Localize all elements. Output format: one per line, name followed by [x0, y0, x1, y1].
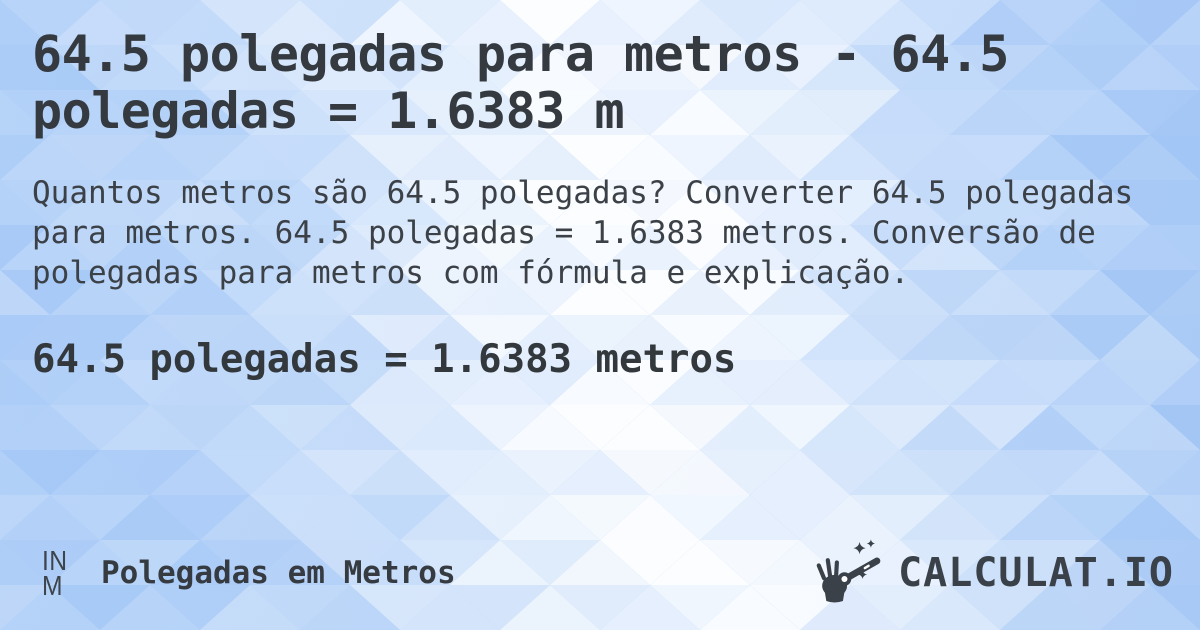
unit-badge-to: M: [42, 570, 63, 601]
footer: IN M Polegadas em Metros: [0, 526, 1200, 630]
calculatio-logo: CALCULAT.IO: [814, 539, 1174, 607]
converter-label: Polegadas em Metros: [101, 555, 456, 591]
description-text: Quantos metros são 64.5 polegadas? Conve…: [32, 175, 1134, 291]
conversion-result: 64.5 polegadas = 1.6383 metros: [32, 337, 737, 382]
unit-badge-from: IN: [42, 545, 68, 576]
unit-badge: IN M: [42, 545, 68, 601]
page-title: 64.5 polegadas para metros - 64.5 polega…: [32, 25, 1009, 140]
magic-wand-hand-icon: [816, 539, 881, 603]
logo-text: CALCULAT.IO: [898, 550, 1174, 596]
